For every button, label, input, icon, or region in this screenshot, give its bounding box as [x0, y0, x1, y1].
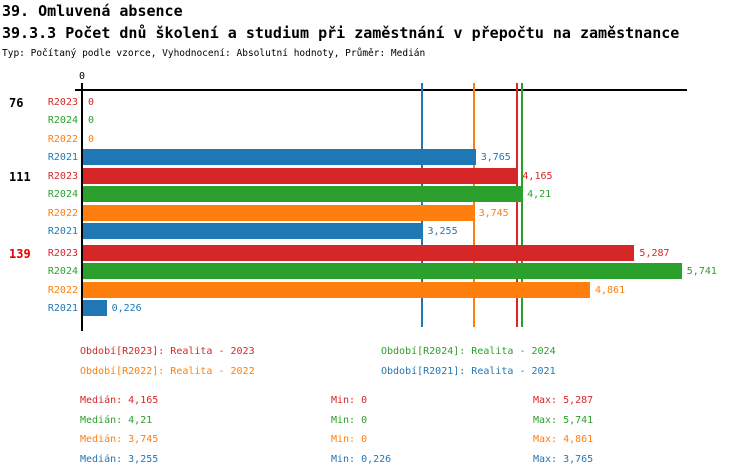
row-label-R2021: R2021: [47, 225, 78, 237]
row-label-R2023: R2023: [47, 171, 78, 182]
stat-max-R2024: Max: 5,741: [533, 414, 594, 426]
bar-value-76-R2023: 0: [88, 97, 95, 108]
stat-min-R2024: Min: 0: [331, 414, 368, 426]
bar-value-111-R2021: 3,255: [427, 225, 458, 237]
stat-median-R2023: Medián: 4,165: [80, 395, 159, 406]
group-label-111: 111: [9, 170, 31, 184]
bar-value-76-R2024: 0: [88, 115, 95, 127]
median-line-R2022: [472, 83, 475, 327]
stat-min-R2021: Min: 0,226: [331, 453, 392, 465]
bar-value-139-R2023: 5,287: [639, 248, 670, 259]
bar-value-139-R2021: 0,226: [111, 302, 142, 314]
median-line-R2024: [521, 83, 524, 327]
bar-value-139-R2022: 4,861: [595, 284, 626, 296]
x-axis-line: [75, 89, 687, 91]
chart-title: 39.3.3 Počet dnů školení a studium při z…: [2, 24, 680, 42]
group-label-139: 139: [9, 247, 31, 261]
stat-median-R2021: Medián: 3,255: [80, 453, 159, 465]
row-label-R2022: R2022: [47, 284, 78, 296]
bar-139-R2021: [83, 299, 107, 316]
row-label-R2021: R2021: [47, 302, 78, 314]
row-label-R2021: R2021: [47, 151, 78, 163]
stat-max-R2023: Max: 5,287: [533, 395, 594, 406]
bar-value-76-R2021: 3,765: [480, 151, 511, 163]
legend-item-R2023: Období[R2023]: Realita - 2023: [80, 346, 255, 357]
page-title: 39. Omluvená absence: [2, 2, 183, 20]
legend-item-R2024: Období[R2024]: Realita - 2024: [381, 346, 556, 357]
legend-item-R2021: Období[R2021]: Realita - 2021: [381, 366, 556, 377]
legend-item-R2022: Období[R2022]: Realita - 2022: [80, 366, 255, 377]
row-label-R2022: R2022: [47, 207, 78, 219]
median-line-R2023: [516, 83, 519, 327]
bar-139-R2023: [83, 245, 635, 261]
zero-axis-line: [81, 83, 83, 331]
group-label-76: 76: [9, 96, 24, 110]
row-label-R2024: R2024: [47, 266, 78, 278]
bar-value-139-R2024: 5,741: [686, 266, 717, 278]
stat-median-R2024: Medián: 4,21: [80, 414, 153, 426]
row-label-R2024: R2024: [47, 115, 78, 127]
row-label-R2023: R2023: [47, 248, 78, 259]
row-label-R2024: R2024: [47, 189, 78, 201]
stat-min-R2023: Min: 0: [331, 395, 368, 406]
stat-median-R2022: Medián: 3,745: [80, 434, 159, 445]
bar-111-R2024: [83, 186, 523, 203]
bar-139-R2024: [83, 263, 682, 280]
bar-111-R2022: [83, 204, 474, 221]
bar-value-111-R2023: 4,165: [522, 171, 553, 182]
stat-max-R2022: Max: 4,861: [533, 434, 594, 445]
bar-76-R2021: [83, 148, 476, 165]
bar-chart: 0 76 R2023 0 R2024 0 R2022 0 R2021 3,765 111 R2023 4…: [9, 71, 717, 331]
stat-min-R2022: Min: 0: [331, 434, 368, 445]
stat-max-R2021: Max: 3,765: [533, 453, 594, 465]
bar-value-111-R2024: 4,21: [527, 189, 552, 201]
row-label-R2023: R2023: [47, 97, 78, 108]
chart-meta-info: Typ: Počítaný podle vzorce, Vyhodnocení:…: [2, 48, 426, 59]
row-label-R2022: R2022: [47, 133, 78, 145]
bar-111-R2021: [83, 222, 423, 239]
x-axis-tick-label: 0: [78, 71, 86, 82]
bar-value-111-R2022: 3,745: [478, 207, 509, 219]
bar-value-76-R2022: 0: [88, 133, 95, 145]
bar-139-R2022: [83, 281, 590, 298]
bar-111-R2023: [83, 168, 518, 184]
